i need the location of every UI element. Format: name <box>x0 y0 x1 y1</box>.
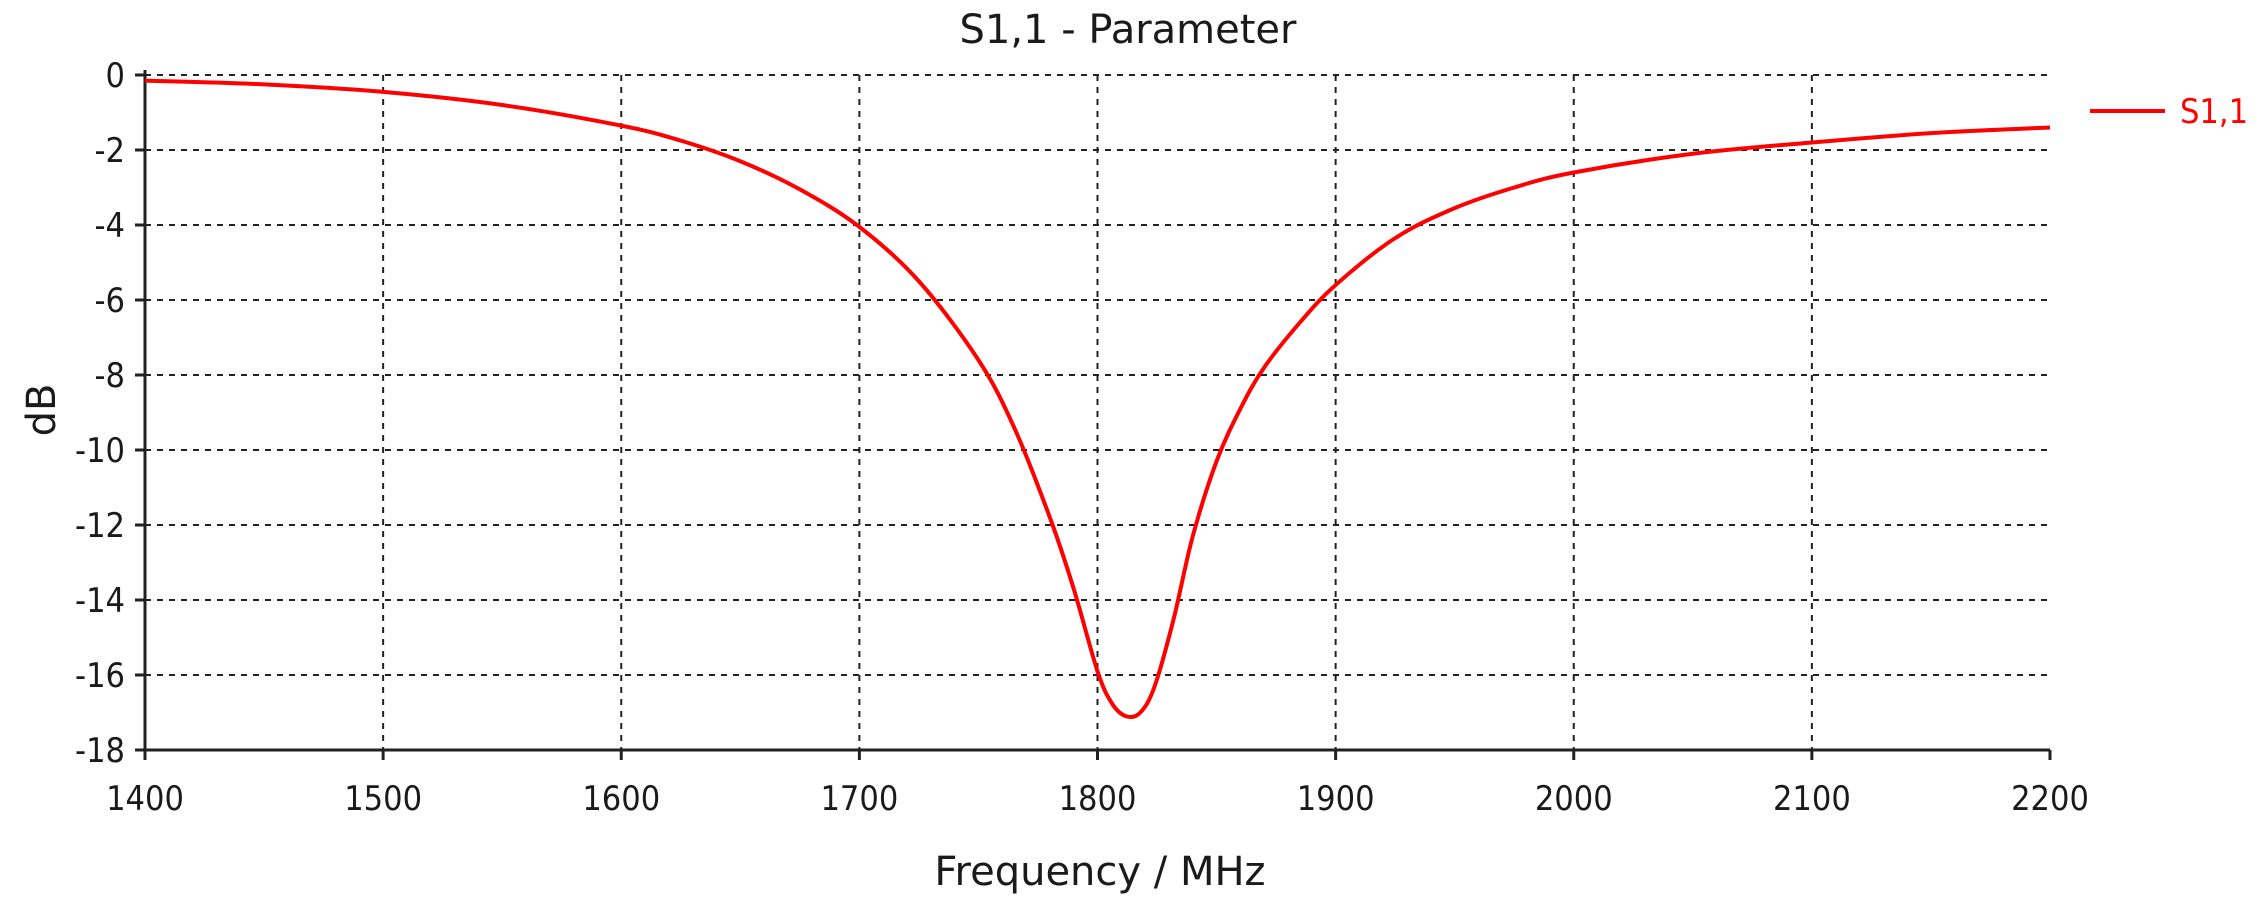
grid <box>145 74 2050 750</box>
y-tick-label: -6 <box>95 281 126 321</box>
legend-label-s11: S1,1 <box>2180 92 2248 132</box>
y-tick-label: -10 <box>75 431 125 471</box>
x-tick-label: 1800 <box>1059 779 1137 819</box>
chart-title: S1,1 - Parameter <box>960 7 1298 53</box>
x-tick-label: 1900 <box>1297 779 1375 819</box>
x-tick-label: 1700 <box>820 779 898 819</box>
x-tick-label: 1400 <box>106 779 184 819</box>
y-tick-label: -4 <box>95 206 126 246</box>
y-tick-label: -18 <box>75 731 125 771</box>
y-ticks: 0 -2 -4 -6 -8 -10 -12 -14 -16 -18 <box>75 56 145 771</box>
legend: S1,1 <box>2090 92 2248 132</box>
y-tick-label: -14 <box>75 581 125 621</box>
x-tick-label: 1600 <box>582 779 660 819</box>
y-tick-label: -8 <box>95 356 126 396</box>
series <box>144 78 2051 720</box>
x-tick-label: 2100 <box>1773 779 1851 819</box>
x-ticks: 1400 1500 1600 1700 1800 1900 2000 2100 2200 <box>106 750 2089 819</box>
x-axis-label: Frequency / MHz <box>934 849 1265 895</box>
x-tick-label: 2200 <box>2011 779 2089 819</box>
series-line-s11 <box>144 78 2051 720</box>
x-tick-label: 1500 <box>344 779 422 819</box>
y-tick-label: -2 <box>95 131 126 171</box>
y-tick-label: 0 <box>106 56 125 96</box>
y-tick-label: -16 <box>75 656 125 696</box>
y-axis-label: dB <box>19 384 65 437</box>
y-tick-label: -12 <box>75 506 125 546</box>
x-tick-label: 2000 <box>1535 779 1613 819</box>
